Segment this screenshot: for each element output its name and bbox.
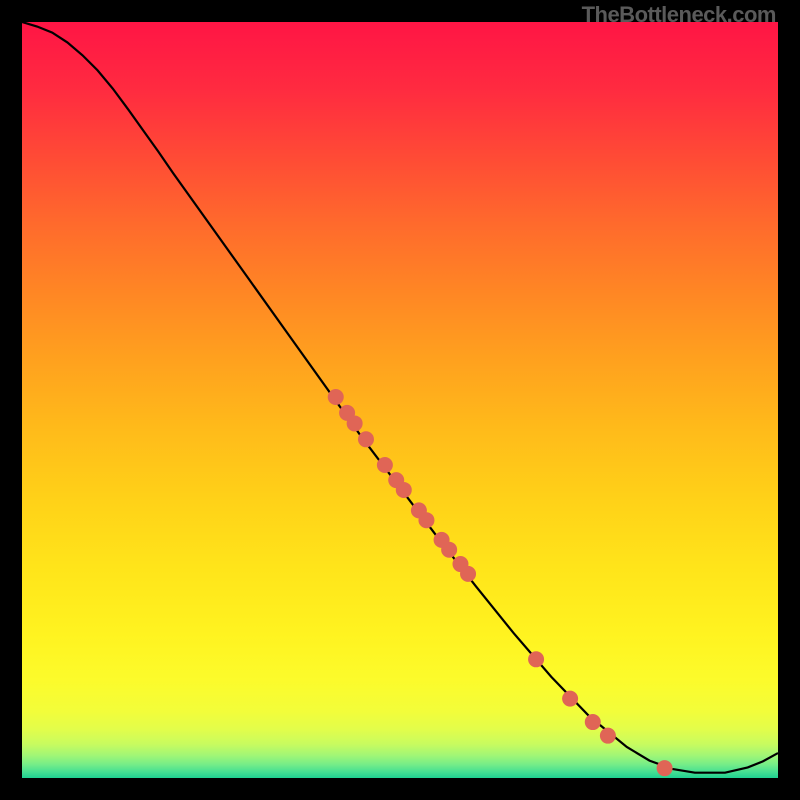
data-marker (657, 760, 673, 776)
data-marker (528, 651, 544, 667)
watermark-text: TheBottleneck.com (582, 2, 776, 28)
data-marker (562, 691, 578, 707)
bottleneck-curve (22, 22, 778, 773)
data-marker (358, 431, 374, 447)
chart-overlay (22, 22, 778, 778)
plot-area (22, 22, 778, 778)
data-marker (460, 566, 476, 582)
data-marker (600, 728, 616, 744)
data-marker (441, 542, 457, 558)
data-marker (585, 714, 601, 730)
data-markers (328, 389, 673, 776)
data-marker (377, 457, 393, 473)
data-marker (328, 389, 344, 405)
data-marker (347, 415, 363, 431)
data-marker (418, 512, 434, 528)
data-marker (396, 482, 412, 498)
